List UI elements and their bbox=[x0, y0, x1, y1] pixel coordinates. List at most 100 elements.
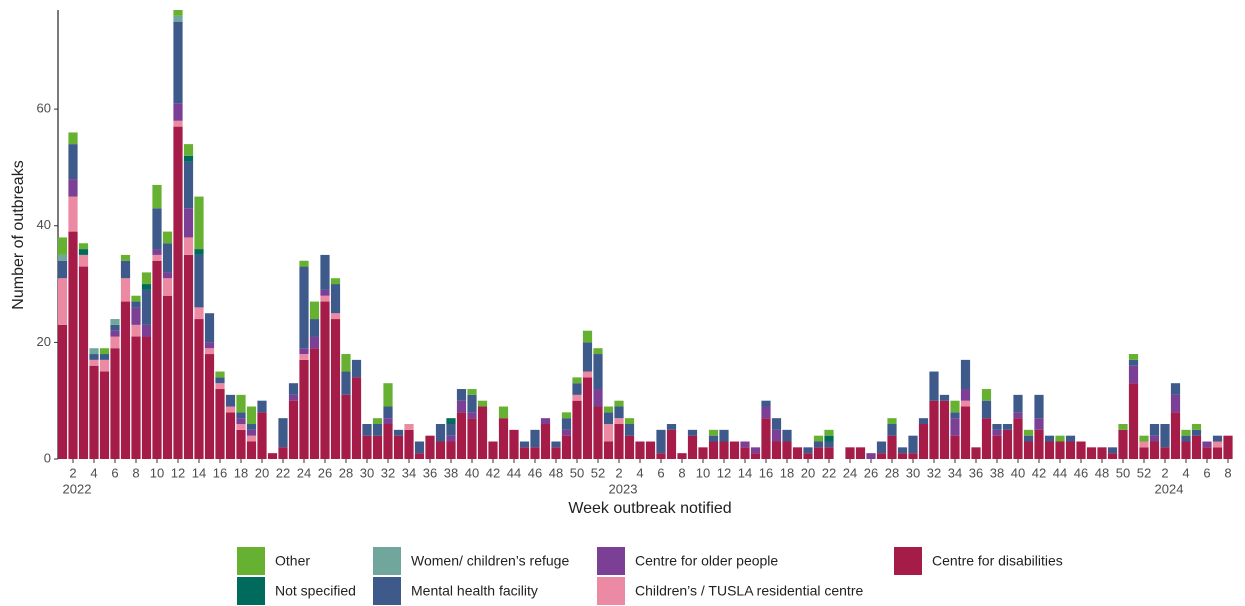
bar-segment bbox=[540, 418, 551, 425]
bar-segment bbox=[1044, 435, 1055, 442]
bar-segment bbox=[1212, 435, 1223, 442]
bar-segment bbox=[299, 359, 309, 459]
bar-segment bbox=[1034, 429, 1044, 459]
bar-segment bbox=[404, 429, 414, 459]
bar-segment bbox=[530, 429, 540, 448]
x-tick-label: 26 bbox=[318, 465, 332, 480]
bar-segment bbox=[792, 447, 803, 459]
bar-segment bbox=[572, 394, 582, 401]
bar-segment bbox=[929, 371, 939, 401]
bar-segment bbox=[719, 429, 729, 442]
x-tick-label: 46 bbox=[1074, 465, 1088, 480]
bar-segment bbox=[204, 354, 215, 459]
x-tick-label: 24 bbox=[297, 465, 311, 480]
bar-segment bbox=[918, 424, 929, 459]
bar-segment bbox=[960, 359, 971, 390]
legend-swatch bbox=[597, 577, 625, 605]
y-tick-label: 20 bbox=[37, 334, 51, 349]
bar-segment bbox=[467, 394, 477, 413]
bar-segment bbox=[666, 429, 677, 459]
x-tick-label: 44 bbox=[1053, 465, 1067, 480]
bar-segment bbox=[677, 453, 687, 459]
bar-segment bbox=[540, 424, 551, 459]
bar-segment bbox=[876, 453, 887, 459]
bar-segment bbox=[761, 406, 771, 419]
bar-segment bbox=[341, 354, 351, 372]
bar-segment bbox=[1076, 441, 1086, 459]
bar-segment bbox=[1055, 441, 1065, 459]
bar-segment bbox=[771, 441, 782, 459]
bar-segment bbox=[1181, 435, 1191, 442]
bar-segment bbox=[68, 132, 78, 145]
bar-segment bbox=[183, 237, 194, 255]
bar-segment bbox=[110, 348, 120, 459]
bar-segment bbox=[1181, 441, 1191, 459]
bar-segment bbox=[330, 319, 341, 459]
x-tick-label: 12 bbox=[717, 465, 731, 480]
bar-segment bbox=[624, 418, 635, 425]
bar-segment bbox=[593, 348, 603, 355]
bar-segment bbox=[194, 319, 204, 459]
bar-segment bbox=[246, 435, 257, 442]
x-tick-label: 34 bbox=[948, 465, 962, 480]
bar-segment bbox=[519, 441, 530, 448]
bar-segment bbox=[372, 435, 383, 459]
bar-segment bbox=[257, 400, 267, 413]
bar-segment bbox=[309, 301, 320, 320]
bar-segment bbox=[194, 196, 204, 250]
bar-segment bbox=[1149, 441, 1160, 459]
bar-segment bbox=[162, 295, 173, 459]
bar-segment bbox=[110, 330, 120, 337]
legend-label: Children’s / TUSLA residential centre bbox=[635, 583, 863, 599]
bar-segment bbox=[246, 441, 257, 459]
y-tick-label: 40 bbox=[37, 217, 51, 232]
bar-segment bbox=[257, 412, 267, 459]
bar-segment bbox=[803, 453, 813, 459]
x-tick-label: 40 bbox=[465, 465, 479, 480]
bar-segment bbox=[603, 441, 614, 459]
bar-segment bbox=[278, 447, 288, 459]
bar-segment bbox=[1065, 435, 1076, 442]
bar-segment bbox=[824, 441, 834, 448]
bar-segment bbox=[110, 336, 120, 349]
legend-swatch bbox=[237, 547, 265, 575]
x-tick-label: 30 bbox=[360, 465, 374, 480]
x-tick-label: 42 bbox=[486, 465, 500, 480]
bar-segment bbox=[488, 441, 498, 459]
bar-segment bbox=[645, 441, 656, 459]
bar-segment bbox=[173, 126, 183, 459]
bar-segment bbox=[824, 447, 834, 459]
bar-segment bbox=[183, 254, 194, 459]
x-tick-label: 8 bbox=[1224, 465, 1231, 480]
bar-segment bbox=[131, 336, 141, 459]
legend-label: Mental health facility bbox=[411, 583, 538, 599]
x-tick-label: 10 bbox=[150, 465, 164, 480]
bar-segment bbox=[582, 342, 593, 372]
bar-segment bbox=[194, 254, 204, 308]
bar-segment bbox=[1170, 412, 1181, 459]
bar-segment bbox=[939, 394, 950, 401]
bar-segment bbox=[204, 313, 215, 343]
bar-segment bbox=[414, 441, 425, 454]
bar-segment bbox=[393, 435, 404, 459]
bar-segment bbox=[603, 424, 614, 442]
x-group-label: 2023 bbox=[609, 481, 638, 496]
bar-segment bbox=[99, 359, 110, 372]
bar-segment bbox=[1128, 359, 1139, 366]
bar-segment bbox=[288, 383, 299, 395]
x-group-label: 2024 bbox=[1155, 481, 1184, 496]
bar-segment bbox=[771, 429, 782, 442]
legend-label: Centre for disabilities bbox=[932, 553, 1063, 569]
bar-segment bbox=[215, 389, 225, 459]
y-axis-title: Number of outbreaks bbox=[10, 160, 27, 309]
bar-segment bbox=[152, 260, 162, 459]
bar-segment bbox=[78, 243, 89, 250]
bar-segment bbox=[1139, 441, 1149, 448]
legend-swatch bbox=[373, 547, 401, 575]
bar-segment bbox=[582, 371, 593, 378]
bar-segment bbox=[908, 435, 918, 454]
legend-swatch bbox=[894, 547, 922, 575]
bar-segment bbox=[950, 418, 960, 436]
legend-label: Women/ children’s refuge bbox=[411, 553, 569, 569]
x-tick-label: 44 bbox=[507, 465, 521, 480]
